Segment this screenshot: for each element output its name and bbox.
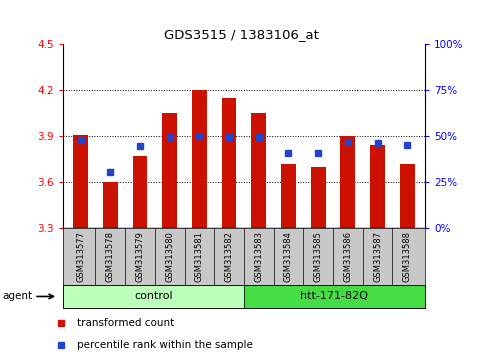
Text: GSM313584: GSM313584 [284,231,293,282]
Bar [251,113,266,228]
Text: GDS3515 / 1383106_at: GDS3515 / 1383106_at [164,28,319,41]
Bar [192,90,207,228]
Text: GSM313581: GSM313581 [195,231,204,282]
Text: GSM313578: GSM313578 [106,231,115,282]
Bar [132,156,147,228]
Bar [281,164,296,228]
Text: control: control [134,291,172,302]
Text: transformed count: transformed count [77,318,174,329]
Text: agent: agent [2,291,32,302]
Text: GSM313587: GSM313587 [373,231,382,282]
Bar [73,135,88,228]
Bar [400,164,414,228]
Text: GSM313577: GSM313577 [76,231,85,282]
Text: htt-171-82Q: htt-171-82Q [300,291,369,302]
Text: GSM313580: GSM313580 [165,231,174,282]
Text: GSM313585: GSM313585 [313,231,323,282]
Bar [341,136,355,228]
Bar [103,182,118,228]
Text: GSM313582: GSM313582 [225,231,234,282]
Bar [311,167,326,228]
Text: GSM313579: GSM313579 [136,231,144,282]
Text: GSM313583: GSM313583 [254,231,263,282]
Text: percentile rank within the sample: percentile rank within the sample [77,339,253,350]
Bar [63,285,244,308]
Bar [222,98,237,228]
Bar [370,145,385,228]
Text: GSM313588: GSM313588 [403,231,412,282]
Bar [244,285,425,308]
Text: GSM313586: GSM313586 [343,231,352,282]
Bar [162,113,177,228]
